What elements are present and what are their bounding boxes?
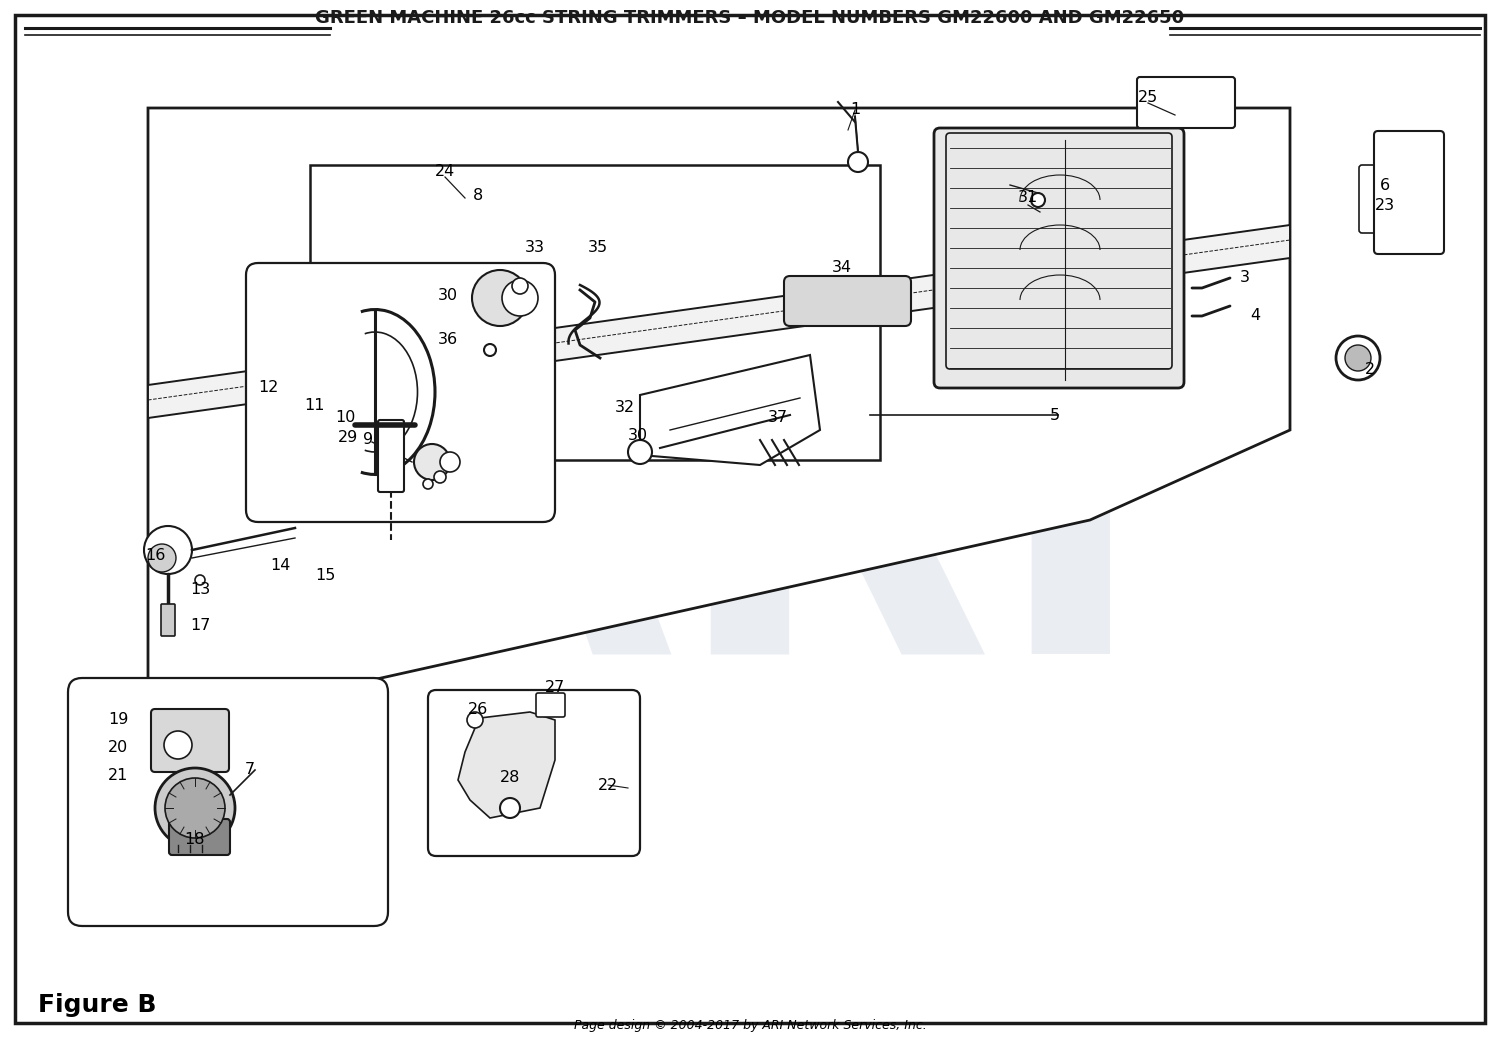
FancyBboxPatch shape	[170, 819, 230, 855]
Polygon shape	[458, 712, 555, 818]
FancyBboxPatch shape	[934, 128, 1184, 388]
Circle shape	[164, 731, 192, 759]
Circle shape	[466, 712, 483, 728]
FancyBboxPatch shape	[536, 693, 566, 717]
Text: 3: 3	[1240, 271, 1250, 285]
Circle shape	[472, 270, 528, 326]
Circle shape	[148, 544, 176, 572]
Circle shape	[144, 526, 192, 574]
Text: 9: 9	[363, 433, 374, 447]
Polygon shape	[148, 225, 1290, 418]
FancyBboxPatch shape	[1359, 165, 1413, 233]
Circle shape	[165, 778, 225, 838]
Text: 32: 32	[615, 401, 634, 415]
Text: 18: 18	[184, 832, 206, 847]
Text: 30: 30	[628, 428, 648, 442]
Text: 12: 12	[258, 381, 278, 395]
Text: 20: 20	[108, 740, 128, 756]
Polygon shape	[310, 165, 880, 460]
Circle shape	[628, 440, 652, 464]
Text: 22: 22	[598, 777, 618, 792]
Text: 6: 6	[1380, 177, 1390, 192]
Circle shape	[847, 152, 868, 172]
Text: 36: 36	[438, 332, 458, 348]
FancyBboxPatch shape	[160, 604, 176, 636]
Circle shape	[1336, 336, 1380, 380]
Text: Figure B: Figure B	[38, 993, 156, 1017]
Circle shape	[423, 479, 433, 489]
Text: 26: 26	[468, 703, 488, 717]
Text: 13: 13	[190, 582, 210, 598]
Text: 10: 10	[334, 410, 356, 426]
FancyBboxPatch shape	[68, 678, 389, 926]
Text: 34: 34	[833, 261, 852, 275]
FancyBboxPatch shape	[427, 690, 640, 856]
Text: 29: 29	[338, 431, 358, 445]
Text: 25: 25	[1138, 90, 1158, 106]
FancyBboxPatch shape	[378, 420, 404, 492]
Text: 11: 11	[304, 398, 326, 412]
Text: 23: 23	[1376, 197, 1395, 213]
Text: 35: 35	[588, 241, 608, 255]
Circle shape	[512, 278, 528, 294]
Text: 4: 4	[1250, 307, 1260, 323]
Text: 33: 33	[525, 241, 544, 255]
Text: 30: 30	[438, 288, 458, 302]
Circle shape	[440, 452, 460, 472]
Circle shape	[195, 575, 206, 585]
Circle shape	[1030, 193, 1045, 207]
Text: Page design © 2004-2017 by ARI Network Services, Inc.: Page design © 2004-2017 by ARI Network S…	[573, 1018, 927, 1032]
Text: 37: 37	[768, 410, 788, 426]
Text: GREEN MACHINE 26cc STRING TRIMMERS – MODEL NUMBERS GM22600 AND GM22650: GREEN MACHINE 26cc STRING TRIMMERS – MOD…	[315, 9, 1185, 27]
Text: 2: 2	[1365, 362, 1376, 378]
Circle shape	[414, 444, 450, 480]
FancyBboxPatch shape	[1137, 77, 1234, 128]
FancyBboxPatch shape	[784, 276, 910, 326]
Text: 16: 16	[146, 547, 165, 563]
Text: 19: 19	[108, 712, 128, 728]
Text: 24: 24	[435, 164, 454, 180]
Text: 21: 21	[108, 767, 128, 783]
Text: 8: 8	[472, 188, 483, 202]
Text: 28: 28	[500, 770, 520, 786]
Text: 15: 15	[315, 568, 334, 582]
Text: 31: 31	[1019, 191, 1038, 206]
FancyBboxPatch shape	[152, 709, 230, 772]
Circle shape	[503, 280, 538, 316]
FancyBboxPatch shape	[1374, 131, 1444, 254]
Circle shape	[484, 344, 496, 356]
Text: 17: 17	[190, 618, 210, 632]
Circle shape	[154, 768, 236, 848]
Circle shape	[500, 798, 520, 818]
Text: 7: 7	[244, 763, 255, 777]
Polygon shape	[640, 355, 821, 465]
Circle shape	[1346, 345, 1371, 371]
Polygon shape	[148, 108, 1290, 730]
Text: 5: 5	[1050, 408, 1060, 422]
Text: 14: 14	[270, 557, 290, 573]
Text: ARI: ARI	[351, 336, 1149, 740]
Text: 27: 27	[544, 681, 566, 695]
Circle shape	[433, 471, 445, 483]
FancyBboxPatch shape	[246, 263, 555, 522]
Text: 1: 1	[850, 103, 859, 117]
